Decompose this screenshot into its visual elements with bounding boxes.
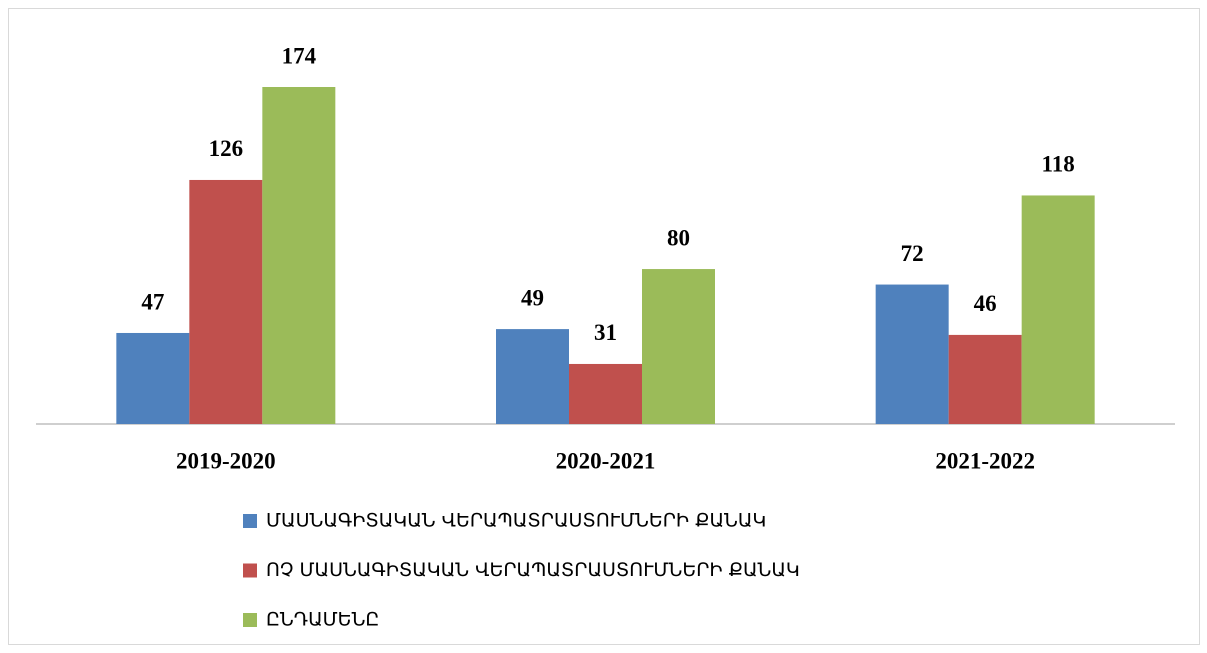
x-tick-label: 2020-2021 xyxy=(556,448,656,473)
legend-label: ՈՉ ՄԱՍՆԱԳԻՏԱԿԱՆ ՎԵՐԱՊԱՏՐԱՍՏՈՒՄՆԵՐԻ ՔԱՆԱԿ xyxy=(266,559,800,581)
bar xyxy=(189,179,263,424)
value-label: 49 xyxy=(521,285,544,310)
legend-label: ԸՆԴԱՄԵՆԸ xyxy=(266,609,379,631)
bar xyxy=(116,332,190,424)
value-label: 118 xyxy=(1042,152,1075,177)
legend-label: ՄԱՍՆԱԳԻՏԱԿԱՆ ՎԵՐԱՊԱՏՐԱՍՏՈՒՄՆԵՐԻ ՔԱՆԱԿ xyxy=(266,510,766,532)
value-label: 31 xyxy=(594,320,617,345)
legend-swatch xyxy=(243,613,257,627)
legend-swatch xyxy=(243,563,257,578)
value-label: 126 xyxy=(209,136,244,161)
legend-swatch xyxy=(243,514,257,528)
bar xyxy=(496,329,569,424)
x-tick-label: 2019-2020 xyxy=(176,448,276,473)
bar xyxy=(875,284,949,424)
x-tick-label: 2021-2022 xyxy=(935,448,1035,473)
value-label: 72 xyxy=(901,241,924,266)
value-label: 46 xyxy=(974,291,997,316)
bar xyxy=(569,363,642,424)
value-label: 174 xyxy=(282,43,317,68)
bar xyxy=(262,87,336,424)
bar xyxy=(948,334,1022,424)
bar xyxy=(642,269,715,424)
bar xyxy=(1021,195,1095,424)
value-label: 80 xyxy=(667,225,690,250)
value-label: 47 xyxy=(141,289,164,314)
